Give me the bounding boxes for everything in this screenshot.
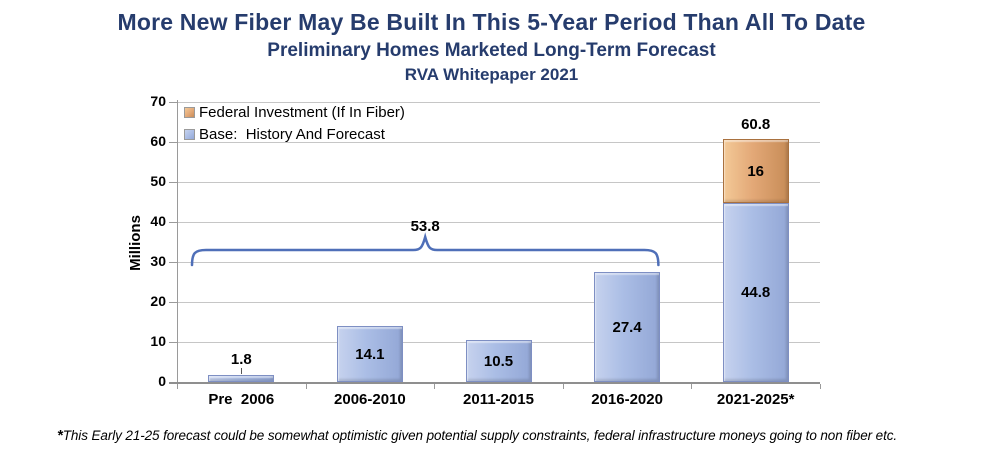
- footnote-text: This Early 21-25 forecast could be somew…: [62, 428, 898, 443]
- x-tick-mark: [434, 384, 436, 389]
- x-tick-mark: [562, 384, 564, 389]
- stack-total-label: 60.8: [741, 115, 771, 133]
- gridline: [177, 222, 820, 223]
- bar-segment-base: [465, 340, 532, 382]
- y-tick-mark: [169, 222, 177, 223]
- bar-value-label: 10.5: [483, 353, 514, 370]
- bracket-path: [190, 232, 660, 267]
- y-tick-label: 30: [150, 253, 166, 269]
- y-tick-label: 20: [150, 293, 166, 309]
- x-category-label: Pre 2006: [208, 391, 275, 408]
- bar-value-label: 14.1: [355, 345, 385, 363]
- y-tick-label: 60: [150, 133, 166, 149]
- chart-header: More New Fiber May Be Built In This 5-Ye…: [0, 8, 983, 85]
- x-tick-mark: [177, 384, 178, 389]
- y-tick-mark: [169, 102, 177, 103]
- gridline: [177, 142, 820, 143]
- footnote: *This Early 21-25 forecast could be some…: [57, 427, 972, 444]
- federal-series-swatch-icon: [184, 106, 195, 118]
- legend-item-label: Base: History And Forecast: [199, 125, 385, 143]
- chart-subtitle: Preliminary Homes Marketed Long-Term For…: [267, 40, 716, 61]
- gridline: [177, 182, 820, 183]
- legend: Federal Investment (If In Fiber) Base: H…: [184, 101, 405, 145]
- bar-segment-base: [594, 272, 661, 382]
- bar-segment-federal: [722, 138, 789, 203]
- bar-value-leader-line: [241, 367, 243, 374]
- legend-item-label: Federal Investment (If In Fiber): [199, 103, 405, 121]
- chart-title: More New Fiber May Be Built In This 5-Ye…: [117, 9, 866, 35]
- y-tick-mark: [169, 342, 177, 343]
- x-category-label: 2016-2020: [591, 391, 663, 408]
- legend-item-base: Base: History And Forecast: [184, 123, 405, 145]
- bracket-value-label: 53.8: [410, 218, 440, 235]
- x-axis-line: [169, 382, 820, 384]
- chart-source-line: RVA Whitepaper 2021: [404, 65, 579, 84]
- gridline: [177, 102, 820, 103]
- footnote-asterisk: *: [57, 427, 63, 444]
- y-tick-label: 40: [150, 213, 166, 229]
- x-tick-mark: [305, 384, 307, 389]
- bar-value-label: 16: [747, 162, 765, 180]
- bar-segment-base: [722, 202, 789, 382]
- x-category-label: 2011-2015: [463, 391, 534, 408]
- y-tick-mark: [169, 182, 177, 183]
- bar-value-label: 44.8: [741, 284, 771, 302]
- y-tick-mark: [169, 142, 177, 143]
- x-tick-mark: [691, 384, 693, 389]
- y-tick-label: 50: [150, 173, 166, 189]
- legend-item-federal: Federal Investment (If In Fiber): [184, 101, 405, 123]
- x-tick-mark: [820, 384, 821, 389]
- bar-segment-base: [208, 374, 275, 382]
- y-axis-title: Millions: [127, 215, 144, 271]
- y-tick-label: 70: [150, 93, 166, 109]
- y-tick-label: 0: [158, 373, 166, 389]
- bar-value-label: 1.8: [230, 350, 252, 368]
- y-tick-mark: [169, 302, 177, 303]
- x-category-label: 2006-2010: [334, 391, 406, 408]
- bar-value-label: 27.4: [612, 319, 642, 337]
- base-series-swatch-icon: [184, 128, 195, 140]
- x-category-label: 2021-2025*: [716, 391, 795, 408]
- y-axis-line: [177, 100, 178, 382]
- y-tick-mark: [169, 262, 177, 263]
- bar-segment-base: [336, 325, 403, 382]
- gridline: [177, 302, 820, 303]
- y-tick-label: 10: [150, 333, 166, 349]
